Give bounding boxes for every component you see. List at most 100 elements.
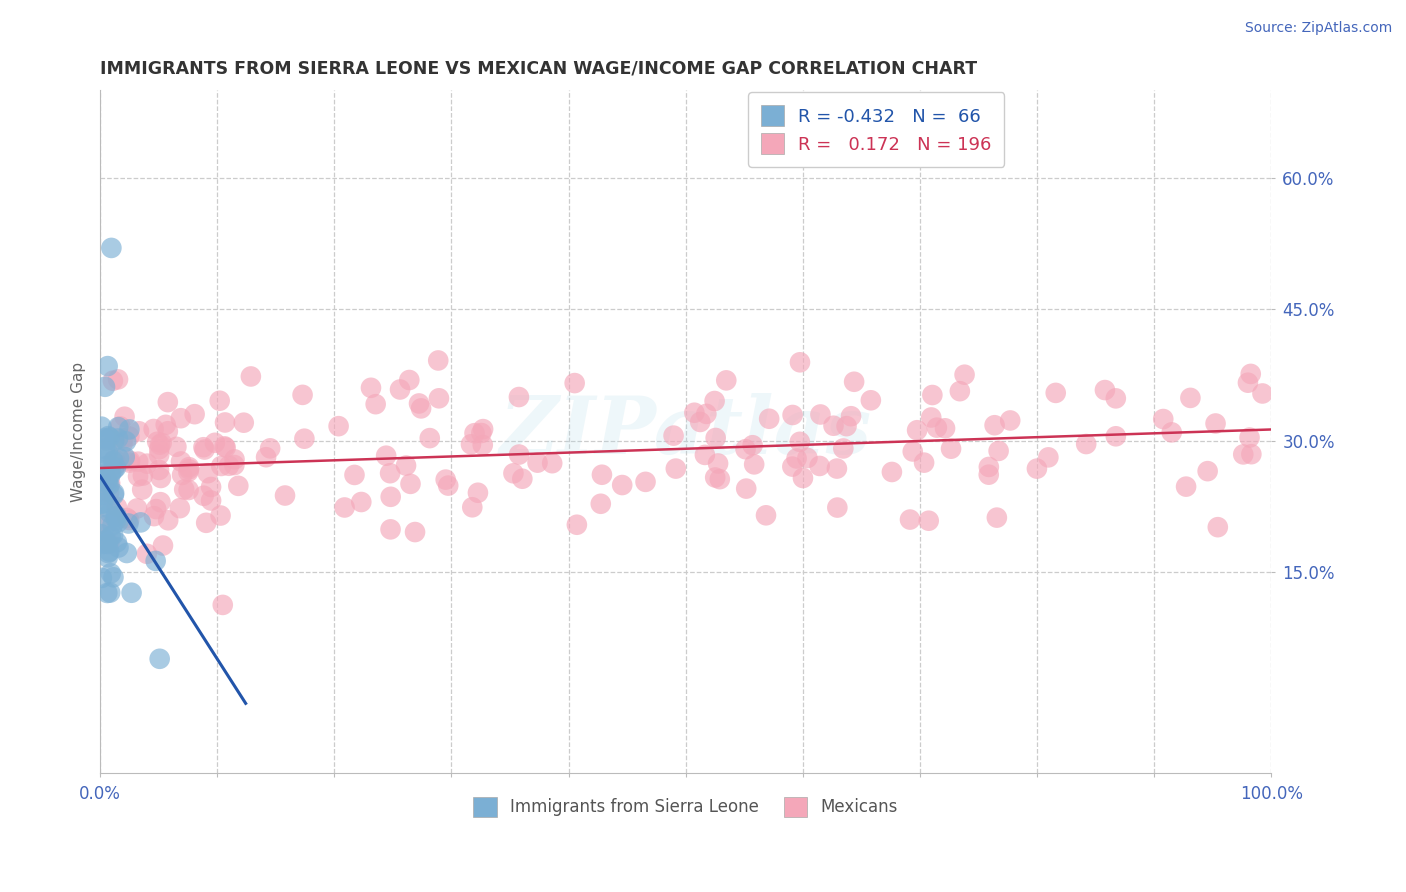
Point [839,409,862,424]
Point [89,471,111,485]
Point [204,435,226,450]
Point [735,482,758,496]
Point [197,467,219,481]
Point [96,517,118,532]
Point [145,554,167,568]
Point [689,415,711,429]
Point [808,458,831,473]
Point [115,511,138,525]
Point [115,546,138,560]
Point [118,513,141,527]
Point [149,495,172,509]
Point [419,431,441,445]
Point [254,450,277,465]
Point [835,419,858,434]
Point [209,458,232,473]
Point [148,463,170,477]
Point [1206,520,1229,534]
Point [918,514,941,528]
Point [177,462,200,476]
Point [98,536,121,550]
Point [508,390,530,404]
Point [920,410,942,425]
Point [983,418,1005,433]
Text: IMMIGRANTS FROM SIERRA LEONE VS MEXICAN WAGE/INCOME GAP CORRELATION CHART: IMMIGRANTS FROM SIERRA LEONE VS MEXICAN … [100,60,977,78]
Point [93,463,115,477]
Point [1000,413,1022,427]
Point [121,586,143,600]
Point [214,439,236,453]
Point [200,493,222,508]
Point [782,408,804,422]
Point [471,438,494,452]
Point [741,438,763,452]
Point [380,522,402,536]
Point [1160,425,1182,440]
Point [925,420,948,434]
Point [564,376,586,390]
Point [239,369,262,384]
Point [1025,461,1047,475]
Point [97,476,120,491]
Point [157,513,180,527]
Point [434,473,457,487]
Point [789,434,811,449]
Point [145,502,167,516]
Point [437,478,460,492]
Point [541,456,564,470]
Point [128,425,150,439]
Point [146,434,169,449]
Point [177,465,200,479]
Point [224,458,246,472]
Point [149,438,172,452]
Point [152,539,174,553]
Point [172,468,194,483]
Point [107,372,129,386]
Point [1180,391,1202,405]
Point [291,388,314,402]
Point [782,459,804,474]
Point [98,431,121,445]
Point [215,441,238,455]
Point [104,452,127,467]
Point [156,395,179,409]
Point [1152,412,1174,426]
Point [94,431,117,445]
Point [427,353,450,368]
Point [350,495,373,509]
Point [97,546,120,560]
Point [96,474,118,488]
Point [589,497,612,511]
Point [977,459,1000,474]
Point [170,411,193,425]
Point [98,476,121,491]
Point [90,571,112,585]
Point [1197,464,1219,478]
Point [716,373,738,387]
Point [755,508,778,523]
Point [107,420,129,434]
Point [665,461,688,475]
Point [953,368,976,382]
Point [949,384,972,399]
Point [880,465,903,479]
Point [114,409,136,424]
Point [472,422,495,436]
Point [101,518,124,533]
Point [408,396,430,410]
Point [136,457,159,471]
Point [149,471,172,485]
Point [825,461,848,475]
Point [464,426,486,441]
Point [97,429,120,443]
Point [1038,450,1060,465]
Point [1105,392,1128,406]
Point [565,517,588,532]
Point [1105,429,1128,443]
Point [461,500,484,515]
Point [1237,376,1260,390]
Point [1175,480,1198,494]
Point [934,421,956,435]
Point [703,394,725,409]
Point [104,460,127,475]
